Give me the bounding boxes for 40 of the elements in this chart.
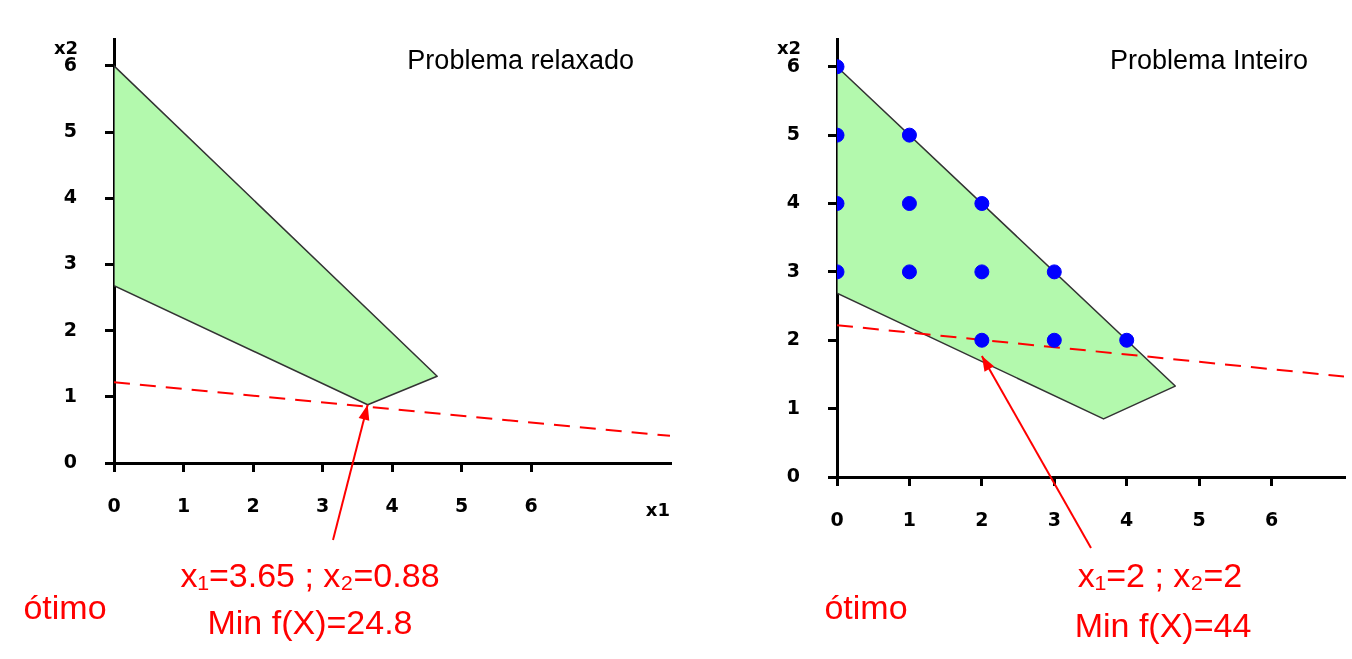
x-tick-label: 4 [385, 494, 399, 517]
text: Min f(X)=24.8 [207, 603, 413, 642]
y-tick-label: 0 [63, 449, 77, 472]
x-tick-label: 4 [1120, 508, 1134, 531]
chart-title: Problema relaxado [407, 44, 634, 75]
point [1046, 264, 1062, 280]
y-tick-label: 4 [63, 185, 77, 208]
y-tick-label: 5 [63, 119, 77, 141]
y-tick-label: 1 [786, 395, 800, 418]
x-tick-label: 5 [1192, 508, 1206, 531]
y-tick-label: 4 [786, 190, 800, 213]
y-tick-label: 3 [63, 251, 77, 274]
text: Min f(X)=44 [1074, 606, 1252, 645]
x-tick-label: 5 [454, 494, 469, 517]
x-tick-label: 6 [1264, 508, 1279, 531]
x-tick-label: 0 [107, 494, 121, 517]
y-tick-label: 2 [786, 327, 800, 350]
annotation: x₁=2 ; x₂=2 [1077, 556, 1243, 595]
point [1046, 332, 1062, 348]
point [974, 332, 990, 348]
y-tick-label: 5 [786, 122, 800, 145]
x-axis-title: x1 [645, 498, 670, 520]
x-tick-label: 3 [1047, 508, 1061, 531]
point [974, 196, 990, 211]
text: ótimo [23, 588, 107, 627]
text: ótimo [824, 588, 908, 627]
x-tick-label: 1 [176, 494, 191, 517]
chart-title: Problema Inteiro [1109, 44, 1308, 75]
y-tick-label: 3 [786, 258, 800, 281]
x-tick-label: 3 [315, 494, 330, 517]
y-tick-label: 1 [63, 383, 77, 406]
annotation: x₁=3.65 ; x₂=0.88 [180, 556, 440, 595]
x-tick-label: 2 [246, 494, 260, 517]
x-tick-label: 6 [524, 494, 538, 517]
point [974, 264, 990, 280]
y-tick-label: 0 [786, 463, 800, 486]
x-tick-label: 1 [902, 508, 917, 531]
y-tick-label: 2 [63, 317, 77, 340]
x-tick-label: 2 [975, 508, 989, 531]
x-tick-label: 0 [830, 508, 844, 531]
